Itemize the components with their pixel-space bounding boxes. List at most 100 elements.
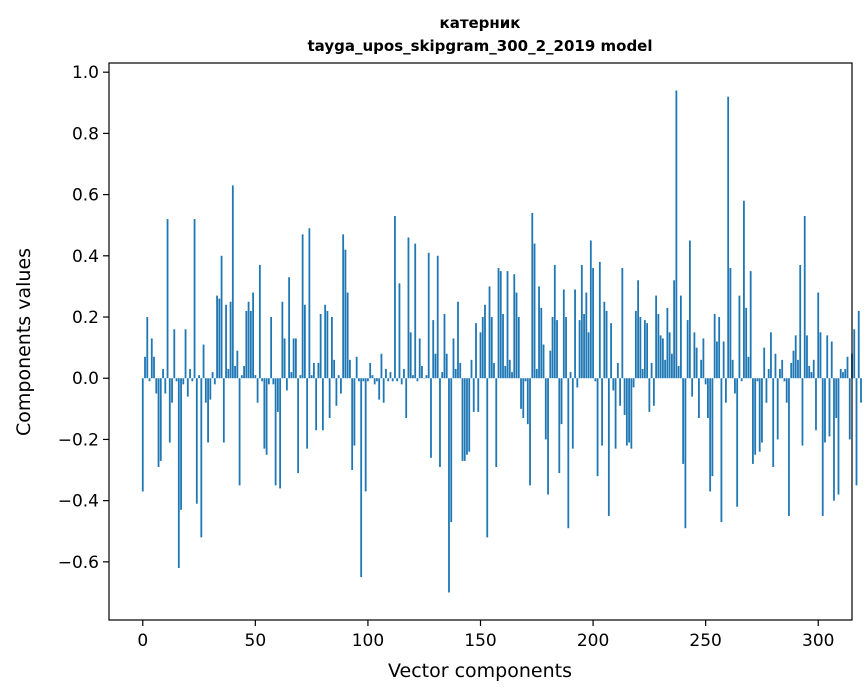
bar: [506, 271, 509, 379]
bar: [466, 378, 468, 455]
bar: [436, 255, 439, 379]
bar: [168, 378, 171, 443]
bar: [373, 378, 376, 385]
bar: [434, 353, 437, 379]
bar: [439, 378, 441, 467]
bar: [371, 375, 374, 379]
bar: [673, 280, 676, 379]
bar: [191, 378, 194, 382]
bar: [562, 289, 565, 379]
bar: [182, 378, 185, 385]
bar: [229, 301, 232, 379]
bar: [758, 378, 761, 452]
bar: [511, 372, 513, 379]
bar: [243, 365, 245, 379]
bar: [583, 313, 585, 379]
bar: [445, 353, 448, 379]
bar: [443, 313, 446, 379]
bar: [231, 185, 234, 379]
bar: [249, 310, 252, 379]
bar: [369, 362, 372, 379]
bar: [157, 378, 160, 467]
bar: [533, 243, 536, 379]
y-axis-label: Components values: [13, 248, 35, 436]
bar: [515, 292, 518, 379]
bar: [535, 369, 538, 379]
bar: [299, 375, 302, 379]
bar: [837, 378, 840, 495]
bar: [349, 359, 351, 379]
bar: [155, 378, 158, 394]
bar: [236, 350, 239, 379]
bar: [529, 378, 531, 486]
bar: [421, 365, 423, 379]
bar: [378, 378, 381, 400]
bar: [589, 240, 592, 379]
bar: [407, 237, 410, 379]
bar: [326, 310, 329, 379]
bar: [551, 317, 554, 379]
bar: [522, 378, 525, 419]
bar: [312, 362, 315, 379]
bar: [310, 375, 313, 379]
bar: [794, 335, 797, 379]
bar: [779, 369, 781, 379]
bar: [337, 375, 340, 379]
bar: [171, 378, 173, 403]
bar: [596, 378, 599, 477]
bar: [792, 350, 795, 379]
bar: [292, 338, 295, 379]
bar: [560, 378, 563, 425]
bar: [441, 372, 444, 379]
bar: [412, 375, 414, 379]
bar: [418, 338, 421, 379]
x-axis-label: Vector components: [388, 660, 572, 682]
bar: [159, 378, 162, 461]
bar: [213, 378, 216, 385]
bar: [414, 243, 417, 379]
bar: [569, 372, 572, 379]
bar: [700, 359, 703, 379]
bar: [481, 317, 484, 379]
bar: [497, 268, 500, 379]
bar: [362, 378, 365, 382]
bar: [234, 365, 236, 379]
y-tick-label: 0.6: [72, 186, 99, 206]
bar: [709, 378, 712, 492]
bar: [810, 372, 813, 379]
bar: [180, 378, 182, 510]
bar: [578, 320, 581, 379]
bar: [346, 292, 349, 379]
chart-subtitle: tayga_upos_skipgram_300_2_2019 model: [308, 37, 653, 55]
bar: [781, 359, 784, 379]
bar: [389, 372, 392, 379]
bar: [177, 378, 180, 568]
bar: [774, 353, 777, 379]
bar: [319, 313, 322, 379]
bar: [722, 341, 725, 379]
bar: [587, 332, 590, 379]
bar: [558, 378, 561, 474]
bar: [189, 369, 191, 379]
bar: [806, 335, 808, 379]
bar: [394, 216, 396, 379]
bar: [454, 369, 457, 379]
bar: [484, 304, 486, 379]
bar: [661, 338, 664, 379]
bar: [670, 353, 673, 379]
y-tick-label: 0.8: [72, 124, 99, 144]
bar: [857, 310, 860, 379]
bar: [824, 378, 826, 443]
bar: [580, 264, 583, 379]
bar: [776, 378, 779, 440]
bar: [803, 216, 806, 379]
bar: [603, 301, 606, 379]
bar: [254, 375, 257, 379]
bar: [387, 378, 390, 382]
y-tick-label: 0.2: [72, 308, 99, 328]
bar: [641, 369, 644, 379]
x-tick-label: 0: [137, 631, 148, 651]
y-tick-label: −0.6: [58, 553, 99, 573]
chart-title: катерник: [440, 14, 521, 32]
bar: [740, 378, 743, 382]
